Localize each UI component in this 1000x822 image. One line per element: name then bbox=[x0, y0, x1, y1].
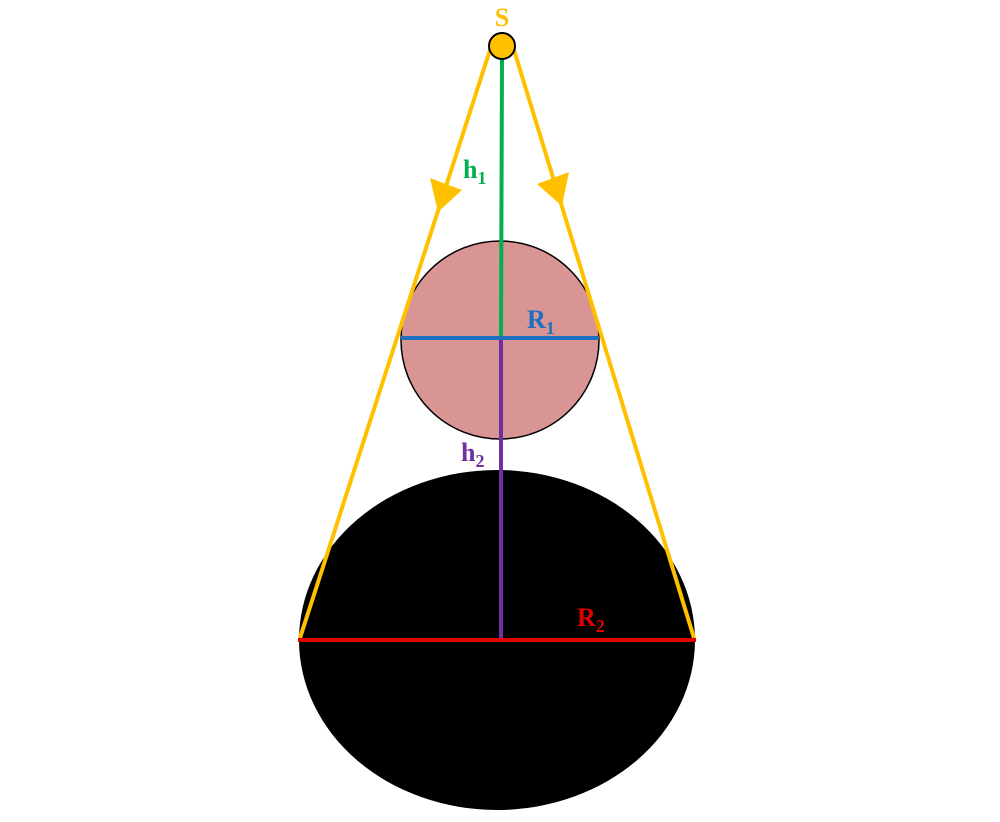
right-ray-arrowhead bbox=[537, 172, 569, 206]
h1-label: h1 bbox=[463, 155, 486, 188]
source-label: S bbox=[495, 3, 509, 32]
r1-label: R1 bbox=[527, 305, 555, 338]
right-light-ray bbox=[512, 49, 696, 639]
left-light-ray bbox=[298, 49, 492, 639]
left-ray-arrowhead bbox=[430, 178, 462, 212]
light-source bbox=[488, 32, 516, 60]
h2-label: h2 bbox=[461, 438, 484, 471]
h1-line bbox=[499, 57, 504, 339]
r2-label: R2 bbox=[577, 603, 605, 636]
